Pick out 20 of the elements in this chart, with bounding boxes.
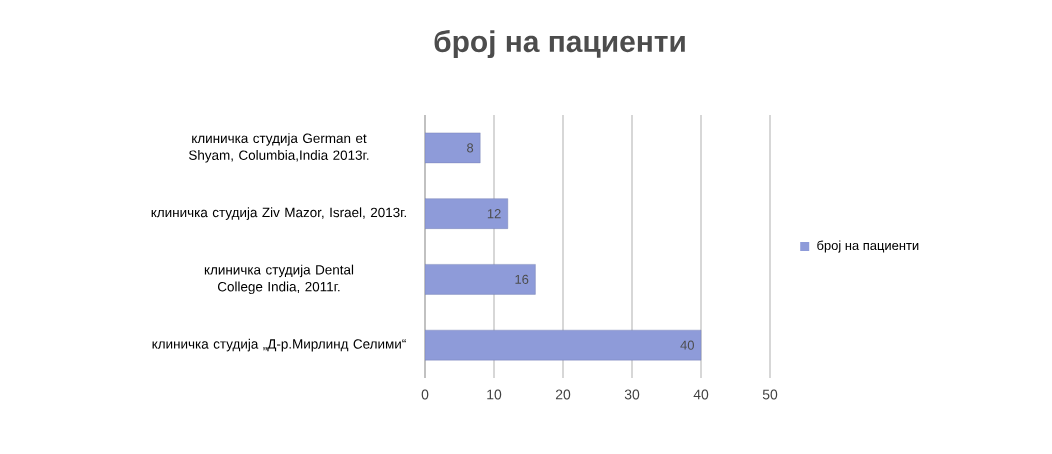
bar bbox=[425, 329, 702, 361]
y-tick-label: клиничка студија German et Shyam, Columbia,India 2013г. bbox=[188, 133, 369, 163]
y-tick-label: клиничка студија Ziv Mazor, Israel, 2013г. bbox=[151, 207, 406, 220]
bar bbox=[425, 132, 481, 164]
data-label: 12 bbox=[487, 209, 501, 219]
chart-title: број на пациенти bbox=[434, 29, 685, 59]
x-tick-label: 30 bbox=[624, 389, 640, 400]
data-label: 40 bbox=[680, 340, 694, 350]
bar bbox=[425, 198, 508, 229]
x-tick-label: 40 bbox=[693, 389, 709, 400]
data-label: 16 bbox=[515, 274, 529, 284]
legend-label: број на пациенти bbox=[817, 240, 919, 253]
x-tick-label: 50 bbox=[762, 389, 778, 400]
y-tick-label: клиничка студија „Д-р.Мирлинд Селими“ bbox=[152, 338, 406, 352]
x-tick-label: 0 bbox=[421, 389, 429, 400]
data-label: 8 bbox=[467, 143, 474, 153]
x-tick-label: 10 bbox=[487, 389, 502, 400]
x-tick-label: 20 bbox=[555, 389, 571, 400]
bar bbox=[425, 264, 536, 295]
y-tick-label: клиничка студија Dental College India, 2011г. bbox=[204, 264, 354, 295]
